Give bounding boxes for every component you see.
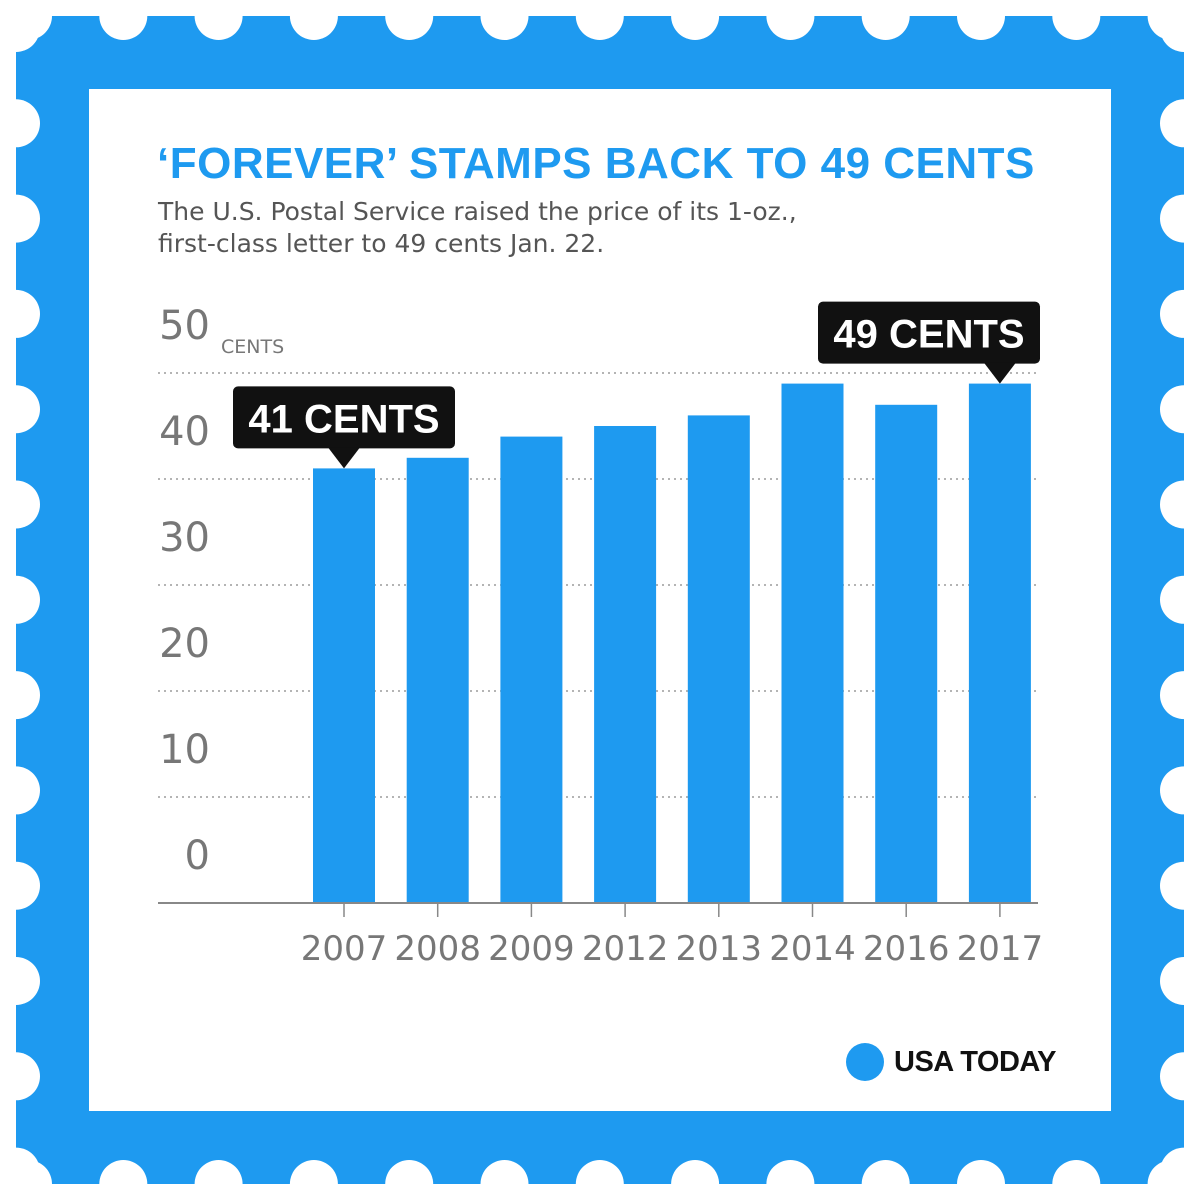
perforation-left (0, 4, 40, 52)
y-tick-label: 10 (159, 727, 210, 773)
bar (875, 404, 938, 903)
brand-dot-icon (846, 1043, 884, 1081)
perforation-right (1160, 957, 1200, 1005)
perforation-right (1160, 480, 1200, 529)
perforation-top (1052, 0, 1101, 40)
bar (968, 383, 1031, 904)
perforation-top (957, 0, 1005, 40)
subtitle-line-1: The U.S. Postal Service raised the price… (158, 197, 797, 226)
callout-label: 41 CENTS (248, 397, 439, 441)
x-tick-label: 2017 (957, 929, 1044, 969)
perforation-top (99, 0, 148, 40)
perforation-right (1160, 766, 1200, 815)
callout-pointer (328, 447, 360, 469)
perforation-bottom (480, 1160, 529, 1200)
perforation-right (1160, 194, 1200, 243)
bar (781, 383, 844, 904)
perforation-bottom (1052, 1160, 1101, 1200)
bar (500, 436, 563, 903)
perforation-right (1160, 385, 1200, 434)
callout-pointer (983, 362, 1016, 384)
x-tick-label: 2016 (863, 929, 950, 969)
perforation-bottom (766, 1160, 815, 1200)
y-unit-label: CENTS (221, 336, 284, 358)
perforation-left (0, 289, 40, 338)
subtitle-line-2: first-class letter to 49 cents Jan. 22. (158, 229, 605, 258)
x-tick-label: 2012 (582, 929, 669, 969)
perforation-bottom (99, 1160, 148, 1200)
y-tick-label: 0 (185, 833, 210, 879)
chart-title: ‘FOREVER’ STAMPS BACK TO 49 CENTS (157, 139, 1035, 188)
perforation-top (385, 0, 434, 40)
perforation-left (0, 671, 40, 720)
usa-today-logo: USA TODAY (846, 1040, 1057, 1084)
perforation-right (1160, 671, 1200, 720)
perforation-bottom (671, 1160, 720, 1200)
bar (594, 426, 657, 903)
callout-box (818, 301, 1040, 364)
perforation-right (1160, 861, 1200, 910)
perforation-left (0, 766, 40, 815)
perforation-top (1147, 0, 1196, 40)
bar (313, 468, 375, 903)
perforation-top (194, 0, 243, 40)
perforation-bottom (194, 1160, 243, 1200)
callout-box (233, 386, 455, 449)
perforation-top (766, 0, 815, 40)
perforation-right (1160, 575, 1200, 624)
x-tick-label: 2007 (301, 929, 388, 969)
perforation-right (1160, 99, 1200, 148)
perforation-right (1160, 289, 1200, 338)
x-tick-label: 2008 (394, 929, 481, 969)
perforation-top (480, 0, 529, 40)
callout-2017: 49 CENTS (818, 301, 1040, 384)
bar (687, 415, 750, 903)
perforation-bottom (385, 1160, 434, 1200)
callout-2007: 41 CENTS (233, 386, 455, 469)
y-tick-label: 40 (159, 409, 210, 455)
perforation-top (861, 0, 910, 40)
perforation-left (0, 575, 40, 624)
perforation-left (0, 957, 40, 1005)
y-tick-label: 50 (159, 303, 210, 349)
perforation-right (1160, 1052, 1200, 1101)
perforation-top (575, 0, 624, 40)
chart-subtitle: The U.S. Postal Service raised the price… (158, 196, 858, 260)
perforation-bottom (575, 1160, 624, 1200)
perforation-left (0, 99, 40, 148)
perforation-left (0, 1052, 40, 1101)
perforation-bottom (957, 1160, 1005, 1200)
perforation-top (289, 0, 338, 40)
perforation-bottom (289, 1160, 338, 1200)
perforation-left (0, 385, 40, 434)
perforation-left (0, 861, 40, 910)
x-tick-label: 2009 (488, 929, 575, 969)
x-tick-label: 2013 (676, 929, 763, 969)
perforation-left (0, 194, 40, 243)
y-tick-label: 20 (159, 621, 210, 667)
perforation-top (671, 0, 720, 40)
bar (406, 457, 469, 903)
x-tick-label: 2014 (769, 929, 856, 969)
perforation-right (1160, 1147, 1200, 1196)
perforation-left (0, 480, 40, 529)
perforation-left (0, 1147, 40, 1196)
y-tick-label: 30 (159, 515, 210, 561)
callout-label: 49 CENTS (833, 313, 1024, 357)
brand-wordmark: USA TODAY (894, 1045, 1057, 1078)
perforation-bottom (861, 1160, 910, 1200)
